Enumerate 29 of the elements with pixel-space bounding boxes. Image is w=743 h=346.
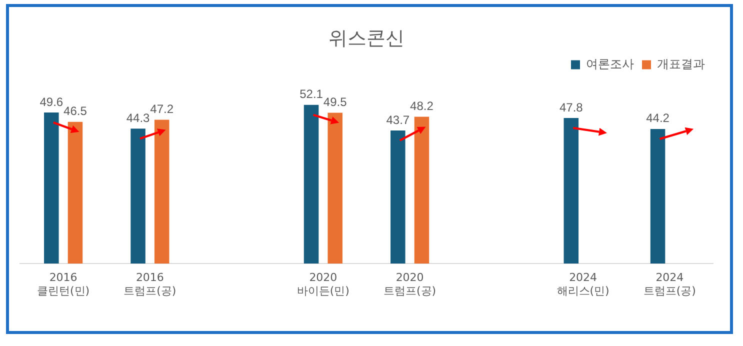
bar bbox=[414, 116, 430, 264]
data-label: 48.2 bbox=[410, 99, 434, 114]
legend-label: 여론조사 bbox=[586, 56, 634, 71]
bar bbox=[564, 118, 579, 264]
x-tick-label: 2024 해리스(민) bbox=[556, 271, 610, 298]
data-label: 49.6 bbox=[40, 94, 64, 109]
data-label: 52.1 bbox=[300, 87, 324, 102]
bar bbox=[390, 130, 406, 264]
data-label: 44.2 bbox=[646, 111, 670, 126]
bar bbox=[650, 128, 666, 264]
data-label: 49.5 bbox=[323, 95, 348, 110]
data-label: 44.3 bbox=[126, 110, 150, 125]
bar bbox=[44, 112, 59, 264]
bar bbox=[328, 112, 342, 264]
data-label: 43.7 bbox=[386, 112, 410, 127]
bar bbox=[68, 122, 83, 264]
data-label: 46.5 bbox=[64, 104, 88, 118]
x-tick-label: 2016 클린턴(민) bbox=[37, 271, 90, 298]
bar bbox=[130, 128, 146, 264]
x-tick-label: 2016 트럼프(공) bbox=[124, 271, 176, 298]
legend-label: 개표결과 bbox=[657, 56, 705, 71]
x-tick-label: 2024 트럼프(공) bbox=[643, 271, 696, 298]
bar bbox=[304, 104, 319, 264]
x-tick-label: 2020 트럼프(공) bbox=[384, 271, 436, 298]
data-label: 47.8 bbox=[559, 100, 584, 114]
bar bbox=[154, 120, 170, 264]
data-label: 47.2 bbox=[150, 102, 174, 116]
x-tick-label: 2020 바이든(민) bbox=[296, 271, 350, 298]
chart-title: 위스콘신 bbox=[328, 27, 404, 50]
